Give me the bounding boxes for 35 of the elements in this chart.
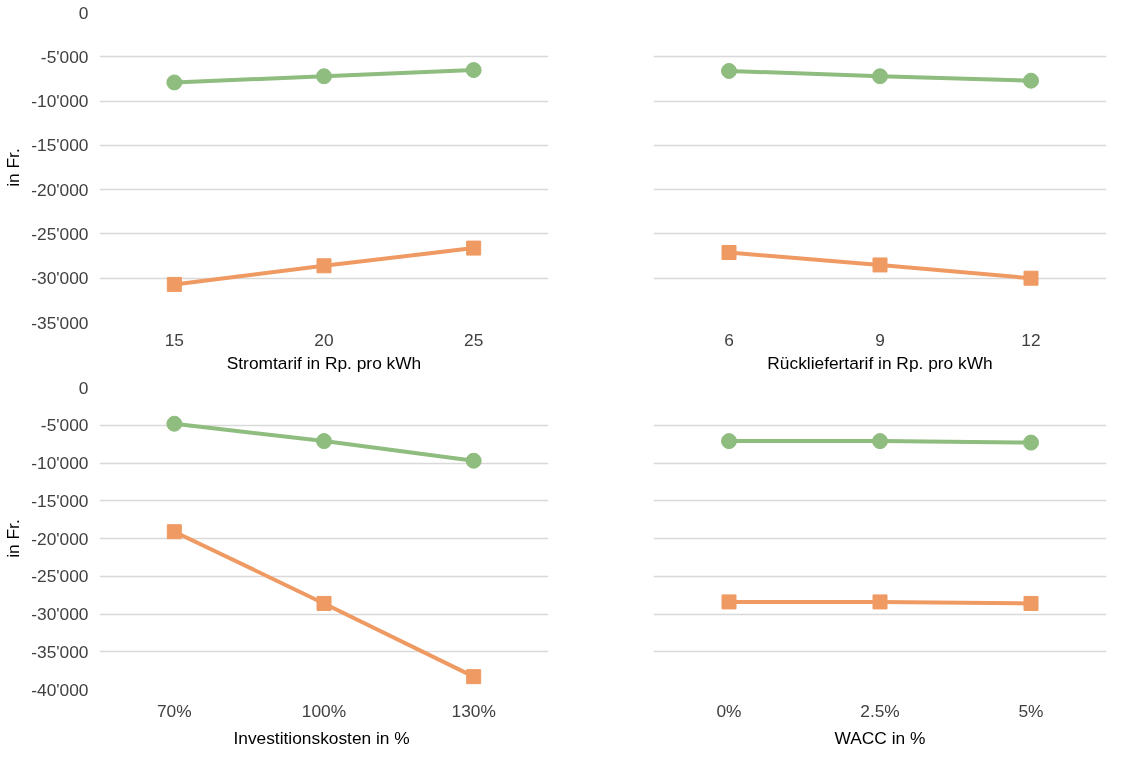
y-tick-label: -35'000 xyxy=(31,312,89,333)
y-axis-title: in Fr. xyxy=(3,148,24,187)
x-tick-label: 25 xyxy=(464,329,484,350)
y-tick-label: 0 xyxy=(78,2,89,23)
y-tick-label: -5'000 xyxy=(40,46,89,67)
y-tick-label: -25'000 xyxy=(31,566,89,587)
x-tick-label: 130% xyxy=(451,700,496,721)
y-tick-label: -20'000 xyxy=(31,528,89,549)
x-tick-label: 9 xyxy=(875,329,885,350)
y-tick-label: -20'000 xyxy=(31,179,89,200)
x-tick-label: 5% xyxy=(1018,700,1044,721)
x-tick-label: 6 xyxy=(724,329,734,350)
x-axis-title: WACC in % xyxy=(834,727,926,748)
y-tick-label: -10'000 xyxy=(31,91,89,112)
y-tick-label: -40'000 xyxy=(31,679,89,700)
y-tick-label: -15'000 xyxy=(31,135,89,156)
x-axis-title: Rückliefertarif in Rp. pro kWh xyxy=(767,352,993,373)
x-tick-label: 0% xyxy=(716,700,742,721)
y-tick-label: -30'000 xyxy=(31,604,89,624)
x-tick-label: 12 xyxy=(1021,329,1041,350)
x-axis-title: Stromtarif in Rp. pro kWh xyxy=(226,352,422,373)
y-tick-label: -25'000 xyxy=(31,223,89,244)
y-axis-title: in Fr. xyxy=(3,519,24,558)
y-tick-label: -15'000 xyxy=(31,490,89,511)
y-tick-label: -5'000 xyxy=(40,415,89,436)
x-tick-label: 2.5% xyxy=(860,700,900,721)
x-tick-label: 100% xyxy=(301,700,347,721)
y-tick-label: 0 xyxy=(78,377,89,398)
x-axis-title: Investitionskosten in % xyxy=(233,727,410,748)
x-tick-label: 70% xyxy=(156,700,192,721)
y-tick-label: -35'000 xyxy=(31,641,89,662)
x-tick-label: 15 xyxy=(164,329,184,350)
y-tick-label: -10'000 xyxy=(31,453,89,473)
y-tick-label: -30'000 xyxy=(31,268,89,289)
x-tick-label: 20 xyxy=(314,329,334,350)
